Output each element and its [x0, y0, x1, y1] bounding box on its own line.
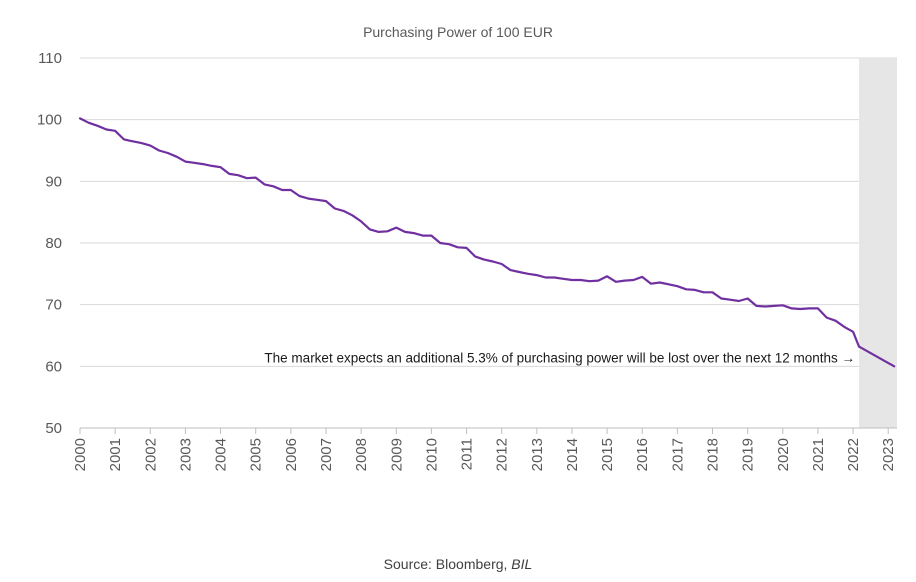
x-tick-label: 2016	[634, 438, 651, 471]
axes: 50 60 70 80 90 100 110 2000 2001 2002 2003 2004 2005…	[37, 50, 897, 471]
x-tick-label: 2015	[599, 438, 616, 471]
x-tick-label: 2003	[177, 438, 194, 471]
y-tick-label: 60	[45, 358, 62, 375]
source-italic: BIL	[511, 556, 533, 572]
y-tick-label: 70	[45, 297, 62, 314]
x-tick-label: 2021	[810, 438, 827, 471]
x-tick-label: 2000	[72, 438, 89, 471]
x-tick-label: 2004	[213, 438, 230, 471]
x-tick-label: 2007	[318, 438, 335, 471]
x-tick-label: 2019	[740, 438, 757, 471]
x-tick-label: 2001	[107, 438, 124, 471]
x-tick-label: 2009	[388, 438, 405, 471]
forecast-annotation: The market expects an additional 5.3% of…	[264, 350, 855, 365]
y-tick-label: 80	[45, 235, 62, 252]
y-tick-label: 50	[45, 420, 62, 437]
x-tick-label: 2020	[775, 438, 792, 471]
source-note: Source: Bloomberg, BIL	[0, 556, 916, 572]
x-tick-label: 2011	[459, 438, 476, 470]
y-tick-label: 110	[38, 50, 62, 67]
y-tick-label: 100	[37, 112, 62, 129]
grid-lines	[80, 57, 897, 367]
x-tick-label: 2008	[353, 438, 370, 471]
x-tick-label: 2022	[845, 438, 862, 471]
forecast-shade	[859, 58, 897, 428]
x-tick-label: 2017	[669, 438, 686, 471]
series-lines	[78, 117, 896, 368]
x-tick-label: 2023	[880, 438, 897, 471]
y-tick-label: 90	[45, 173, 62, 190]
x-tick-label: 2002	[142, 438, 159, 471]
x-tick-label: 2006	[283, 438, 300, 471]
series-line-forecast	[857, 345, 896, 368]
x-tick-label: 2014	[564, 438, 581, 471]
x-tick-label: 2018	[705, 438, 722, 471]
chart-title: Purchasing Power of 100 EUR	[363, 24, 553, 40]
source-prefix: Source: Bloomberg,	[383, 556, 512, 572]
x-tick-label: 2012	[494, 438, 511, 471]
x-tick-label: 2010	[423, 438, 440, 471]
x-tick-label: 2013	[529, 438, 546, 471]
series-line-historical	[78, 117, 861, 348]
x-tick-label: 2005	[248, 438, 265, 471]
